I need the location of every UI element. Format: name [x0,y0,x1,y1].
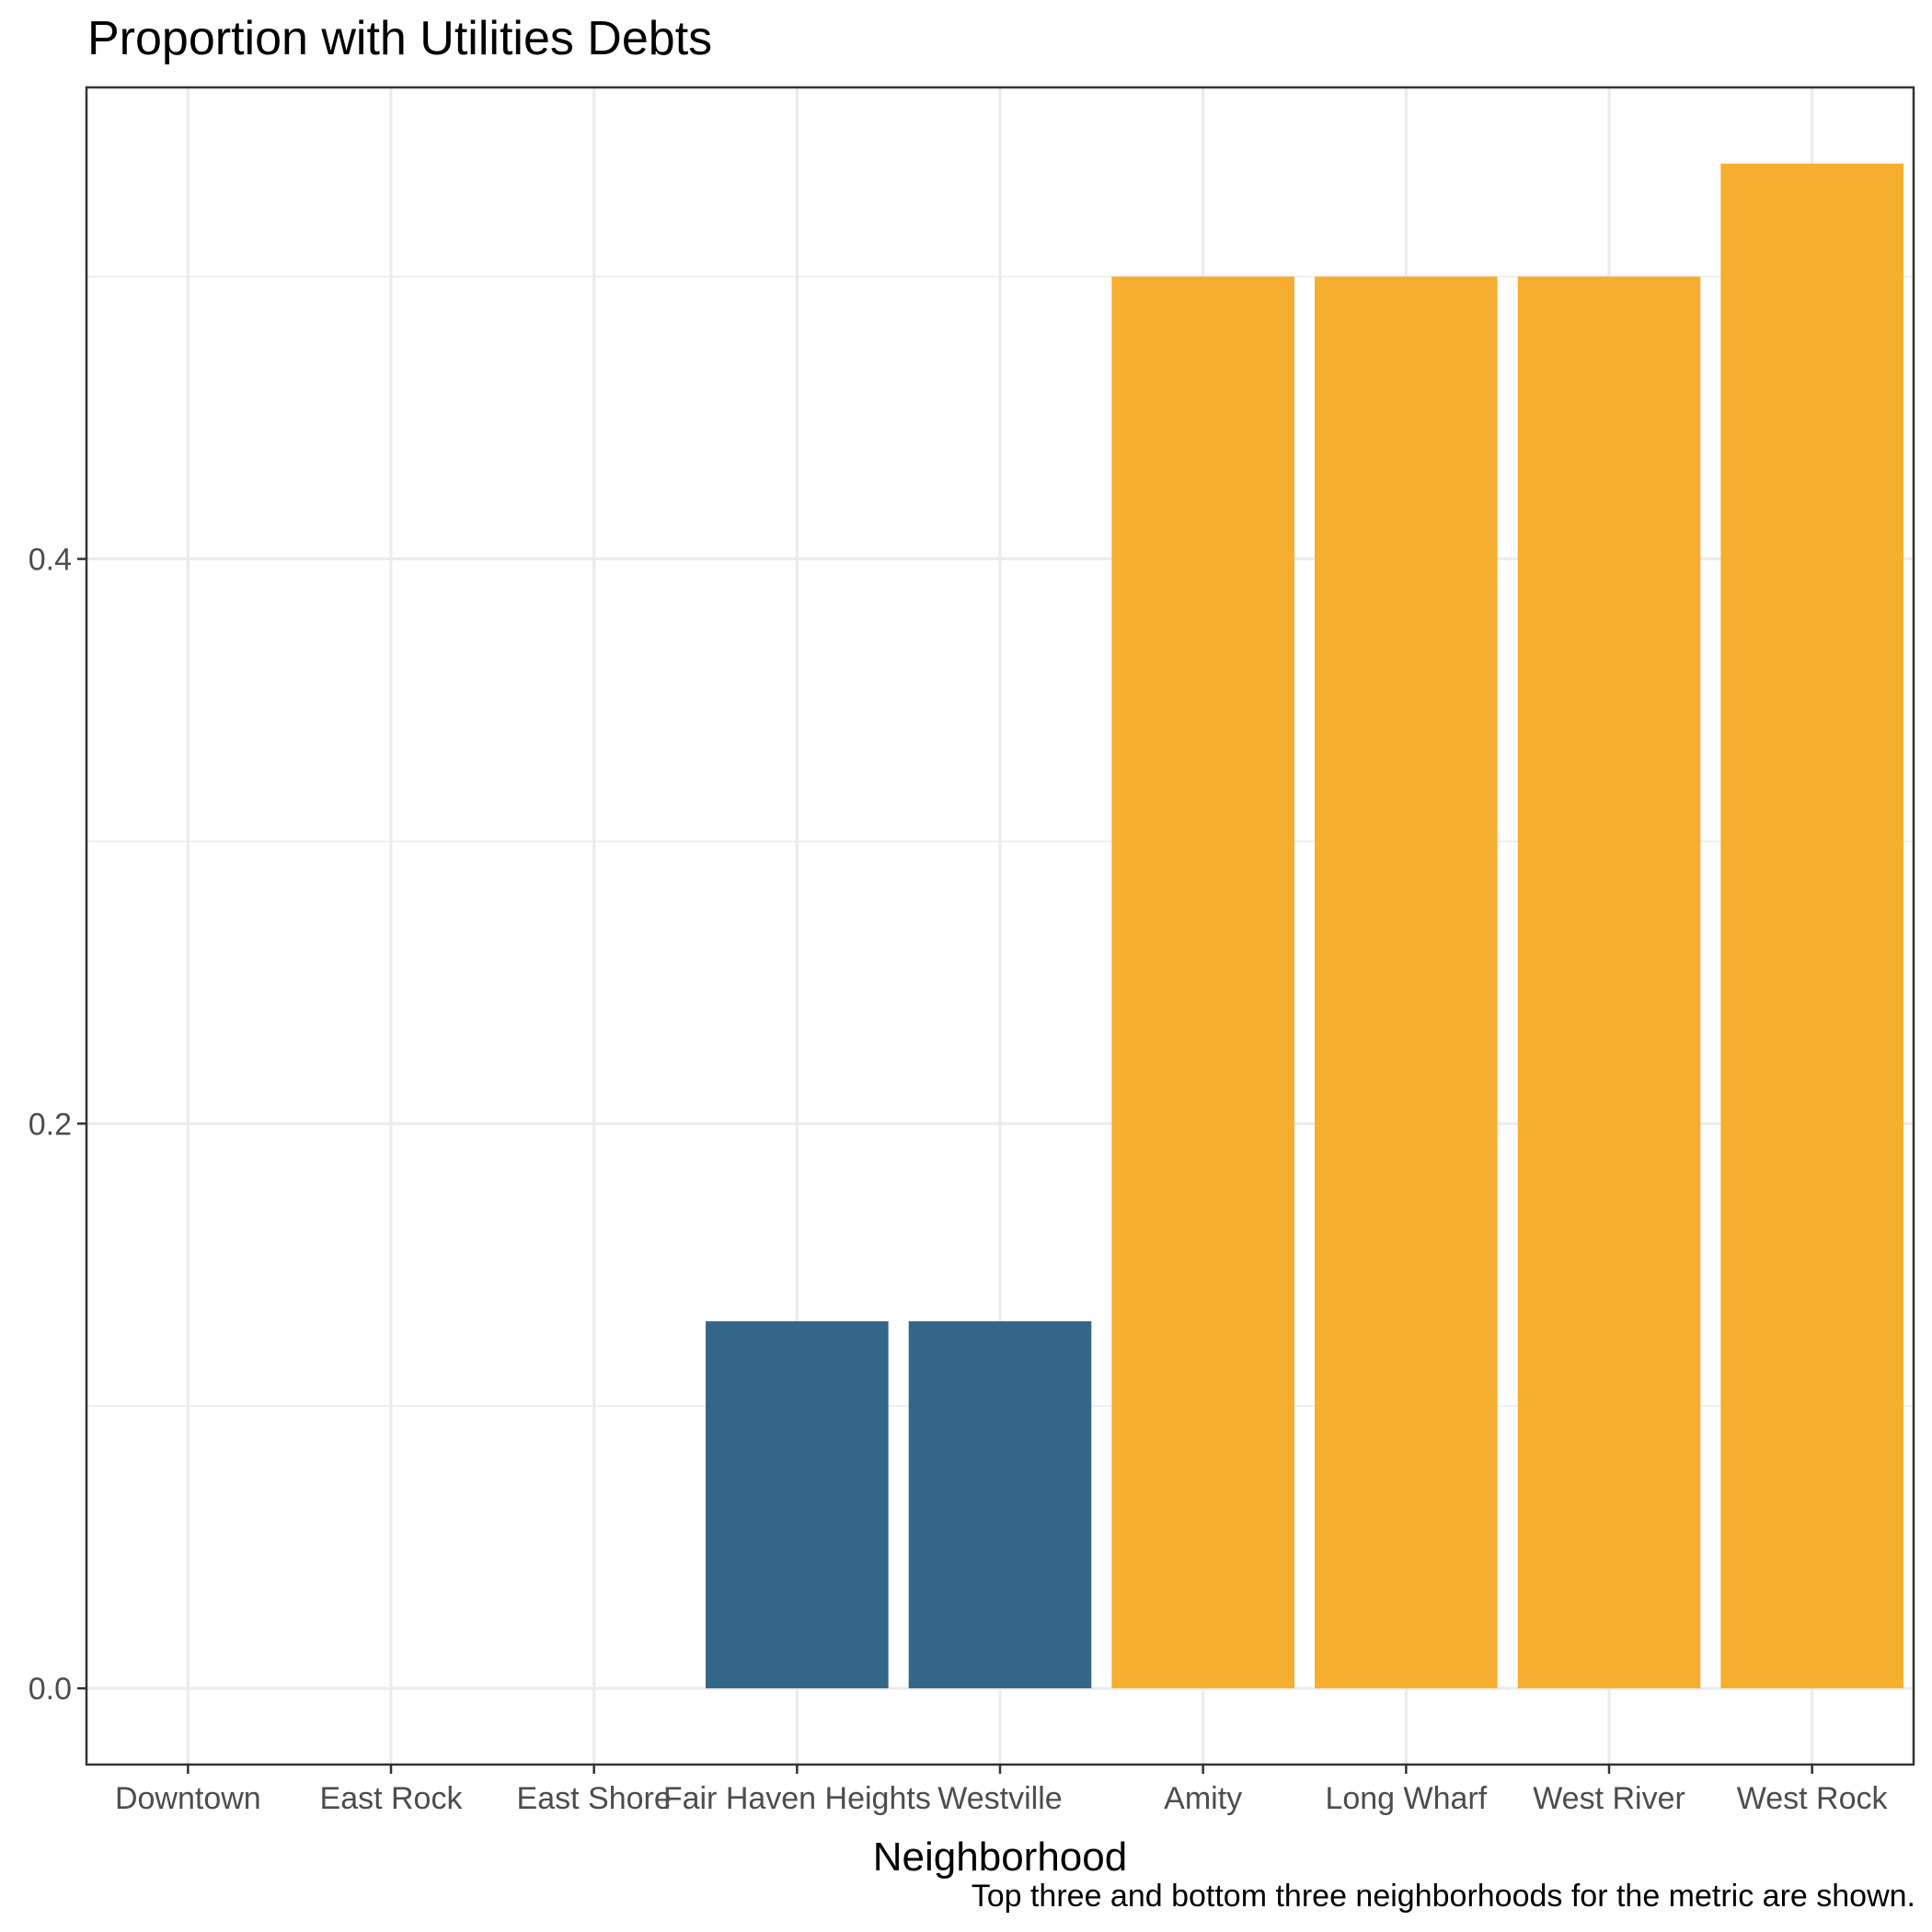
chart-caption: Top three and bottom three neighborhoods… [972,1879,1915,1914]
bar [1517,276,1701,1689]
x-tick-label: West Rock [1737,1781,1889,1816]
bar [1111,276,1294,1689]
x-tick-label: Westville [937,1781,1062,1816]
x-tick-label: East Shore [517,1781,672,1816]
bar [706,1321,889,1689]
x-tick-label: East Rock [320,1781,464,1816]
x-tick-label: Amity [1164,1781,1242,1816]
x-tick-label: Downtown [115,1781,261,1816]
bar [1315,276,1498,1689]
x-tick-label: Long Wharf [1325,1781,1487,1816]
y-tick-label: 0.0 [29,1672,72,1707]
bar [908,1321,1092,1689]
bars [706,163,1903,1689]
chart-title: Proportion with Utilities Debts [87,12,713,65]
x-tick-label: Fair Haven Heights [663,1781,931,1816]
x-tick-label: West River [1533,1781,1685,1816]
bar [1720,163,1903,1689]
y-axis: 0.0 0.2 0.4 [29,543,86,1707]
x-axis-title: Neighborhood [873,1834,1127,1880]
y-tick-label: 0.2 [29,1107,72,1142]
y-tick-label: 0.4 [29,543,72,578]
